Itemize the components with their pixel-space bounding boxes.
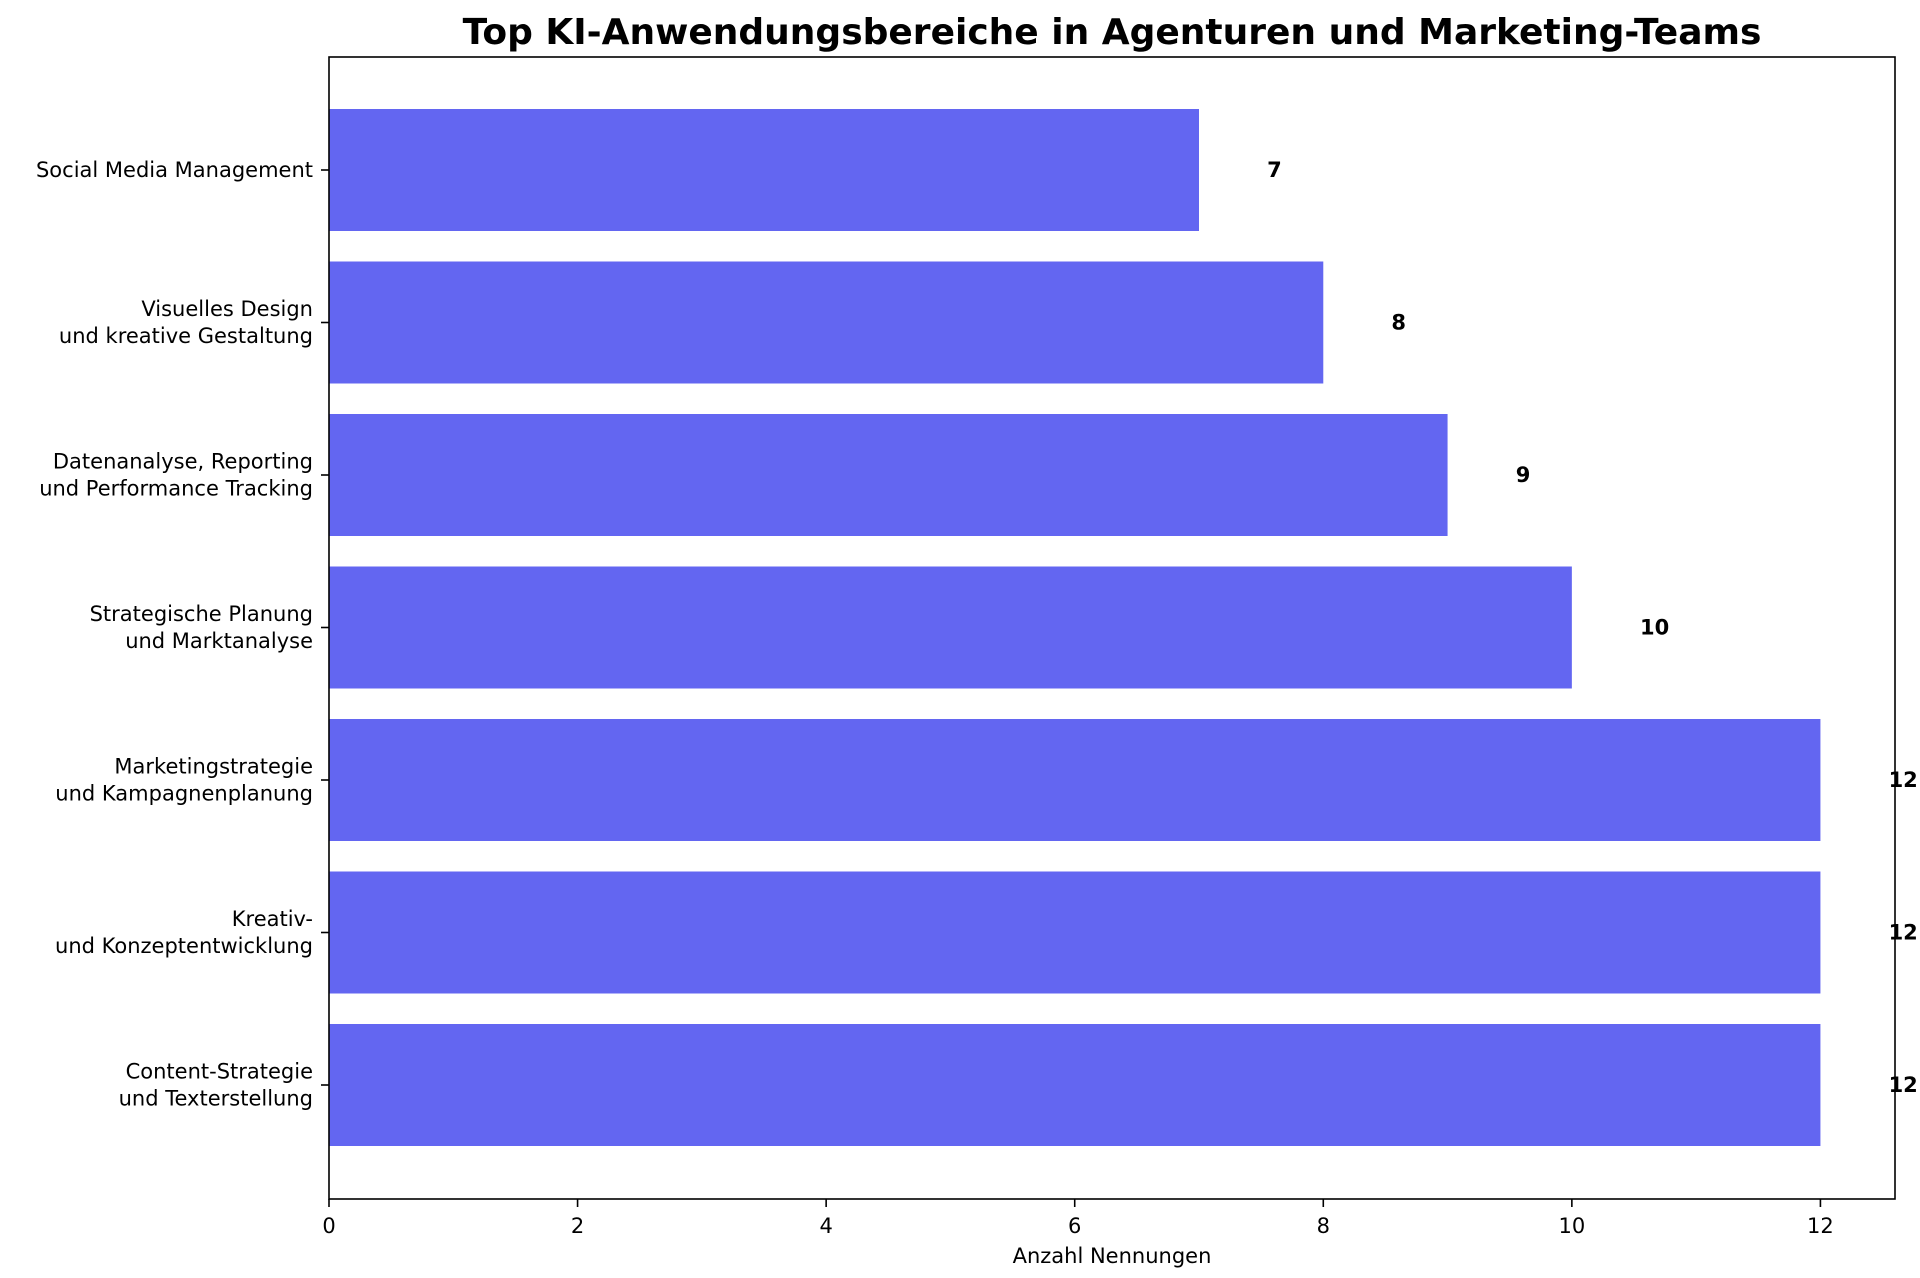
bar	[329, 566, 1572, 689]
bar	[329, 1024, 1821, 1146]
bar	[329, 719, 1821, 841]
x-axis: 0 2 4 6 8 10 12	[322, 1199, 1834, 1238]
bar	[329, 109, 1199, 231]
category-label: Kreativ-und Konzeptentwicklung	[55, 907, 313, 958]
category-label-line: Strategische Planung	[90, 602, 313, 626]
category-label: Marketingstrategie und Kampagnenplanung	[55, 755, 313, 806]
category-label-line: und Marktanalyse	[125, 629, 313, 653]
x-tick-label: 6	[1068, 1214, 1081, 1238]
bar	[329, 871, 1821, 994]
data-label: 12	[1889, 921, 1918, 945]
x-tick-label: 12	[1807, 1214, 1834, 1238]
category-label-line: Visuelles Design	[141, 297, 313, 321]
x-tick-label: 10	[1558, 1214, 1585, 1238]
x-tick-label: 0	[322, 1214, 335, 1238]
category-label: Content-Strategie und Texterstellung	[119, 1060, 313, 1111]
bars-group	[329, 109, 1821, 1146]
category-label-line: Social Media Management	[36, 158, 313, 182]
x-axis-label: Anzahl Nennungen	[1013, 1244, 1212, 1268]
bar	[329, 261, 1324, 384]
category-label-line: und kreative Gestaltung	[59, 324, 313, 348]
x-tick-label: 2	[571, 1214, 584, 1238]
category-label: Datenanalyse, Reporting und Performance T…	[39, 450, 313, 501]
bar	[329, 414, 1448, 536]
data-label: 10	[1640, 616, 1669, 640]
data-label: 12	[1889, 1073, 1918, 1097]
category-label-line: und Performance Tracking	[39, 477, 313, 501]
category-label-line: und Texterstellung	[119, 1087, 313, 1111]
plot-frame	[328, 56, 1896, 1200]
x-tick-label: 4	[819, 1214, 832, 1238]
category-label: Strategische Planung und Marktanalyse	[90, 602, 313, 653]
data-label: 8	[1391, 311, 1406, 335]
data-label: 9	[1516, 463, 1531, 487]
category-label-line: Kreativ-	[232, 907, 313, 931]
category-label-line: und Kampagnenplanung	[55, 782, 313, 806]
data-label: 12	[1889, 768, 1918, 792]
data-labels-group: 12 12 12 10 9 8 7	[1267, 158, 1918, 1097]
category-label: Visuelles Design und kreative Gestaltung	[59, 297, 313, 348]
x-tick-label: 8	[1317, 1214, 1330, 1238]
y-axis: Content-Strategie und Texterstellung Kreat…	[36, 158, 329, 1111]
category-label: Social Media Management	[36, 158, 313, 182]
category-label-line: Marketingstrategie	[114, 755, 313, 779]
chart-title: Top KI-Anwendungsbereiche in Agenturen u…	[463, 12, 1762, 53]
category-label-line: Content-Strategie	[126, 1060, 313, 1084]
category-label-line: Datenanalyse, Reporting	[53, 450, 313, 474]
category-label-line: und Konzeptentwicklung	[55, 934, 313, 958]
data-label: 7	[1267, 158, 1282, 182]
